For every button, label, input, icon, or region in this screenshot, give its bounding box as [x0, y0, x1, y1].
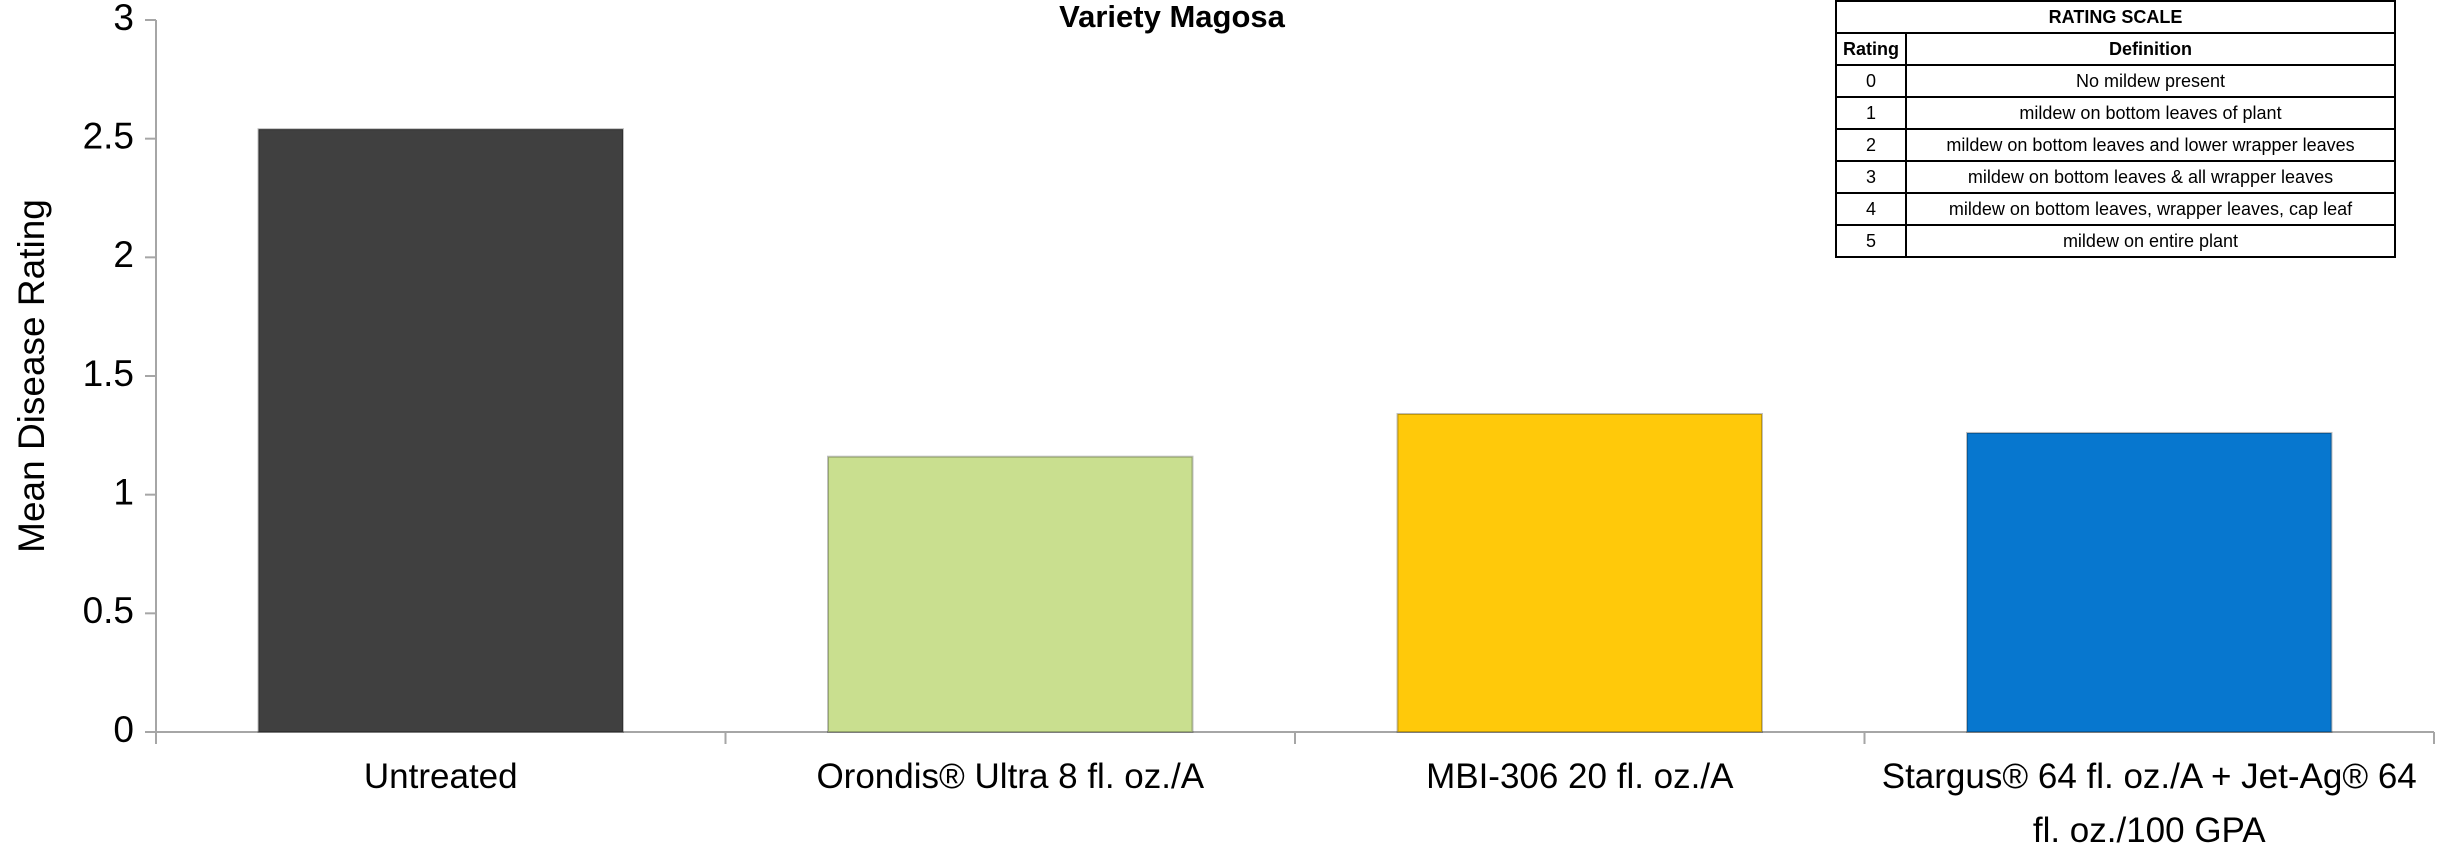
y-tick-label: 1: [113, 471, 134, 512]
y-tick-label: 0.5: [83, 590, 134, 631]
x-tick-label: MBI-306 20 fl. oz./A: [1426, 757, 1734, 796]
x-tick-label-box: Untreated: [363, 757, 518, 796]
bar: [257, 128, 624, 733]
y-axis-title: Mean Disease Rating: [11, 199, 52, 553]
table-header: Definition: [1905, 32, 2396, 66]
x-tick-label-box: MBI-306 20 fl. oz./A: [1426, 757, 1734, 796]
x-tick-label: Untreated: [363, 757, 518, 796]
table-cell: 4: [1835, 192, 1907, 226]
table-cell: 5: [1835, 224, 1907, 258]
table-row: 4 mildew on bottom leaves, wrapper leaves…: [1835, 192, 2396, 226]
x-tick-label-box: Orondis® Ultra 8 fl. oz./A: [816, 757, 1205, 796]
table-row: 3 mildew on bottom leaves & all wrapper l…: [1835, 160, 2396, 194]
y-tick-label: 1.5: [83, 353, 134, 394]
table-cell: 2: [1835, 128, 1907, 162]
x-tick-label-box: Stargus® 64 fl. oz./A + Jet-Ag® 64 fl. o…: [1881, 757, 2417, 850]
table-row: 2 mildew on bottom leaves and lower wrapp…: [1835, 128, 2396, 162]
rating-scale-table: RATING SCALE Rating Definition 0 No mildew…: [1835, 0, 2396, 258]
bar: [1966, 431, 2333, 733]
y-tick-label: 3: [113, 0, 134, 38]
table-cell: 1: [1835, 96, 1907, 130]
table-cell: mildew on bottom leaves & all wrapper le…: [1905, 160, 2396, 194]
table-row: 5 mildew on entire plant: [1835, 224, 2396, 258]
table-cell: No mildew present: [1905, 64, 2396, 98]
table-cell: mildew on bottom leaves and lower wrappe…: [1905, 128, 2396, 162]
x-tick-label: Stargus® 64 fl. oz./A + Jet-Ag® 64 fl. o…: [1881, 757, 2417, 850]
y-tick-label: 2.5: [83, 115, 134, 156]
bar: [1396, 412, 1763, 733]
y-tick-label: 2: [113, 234, 134, 275]
x-tick-label: Orondis® Ultra 8 fl. oz./A: [816, 757, 1205, 796]
table-cell: 0: [1835, 64, 1907, 98]
table-row: 1 mildew on bottom leaves of plant: [1835, 96, 2396, 130]
table-cell: mildew on bottom leaves, wrapper leaves,…: [1905, 192, 2396, 226]
table-title: RATING SCALE: [1835, 0, 2396, 34]
chart-title: Variety Magosa: [1059, 0, 1285, 34]
table-cell: mildew on entire plant: [1905, 224, 2396, 258]
table-cell: mildew on bottom leaves of plant: [1905, 96, 2396, 130]
bar: [827, 455, 1194, 733]
table-cell: 3: [1835, 160, 1907, 194]
table-row: 0 No mildew present: [1835, 64, 2396, 98]
y-tick-label: 0: [113, 709, 134, 750]
table-header: Rating: [1835, 32, 1907, 66]
